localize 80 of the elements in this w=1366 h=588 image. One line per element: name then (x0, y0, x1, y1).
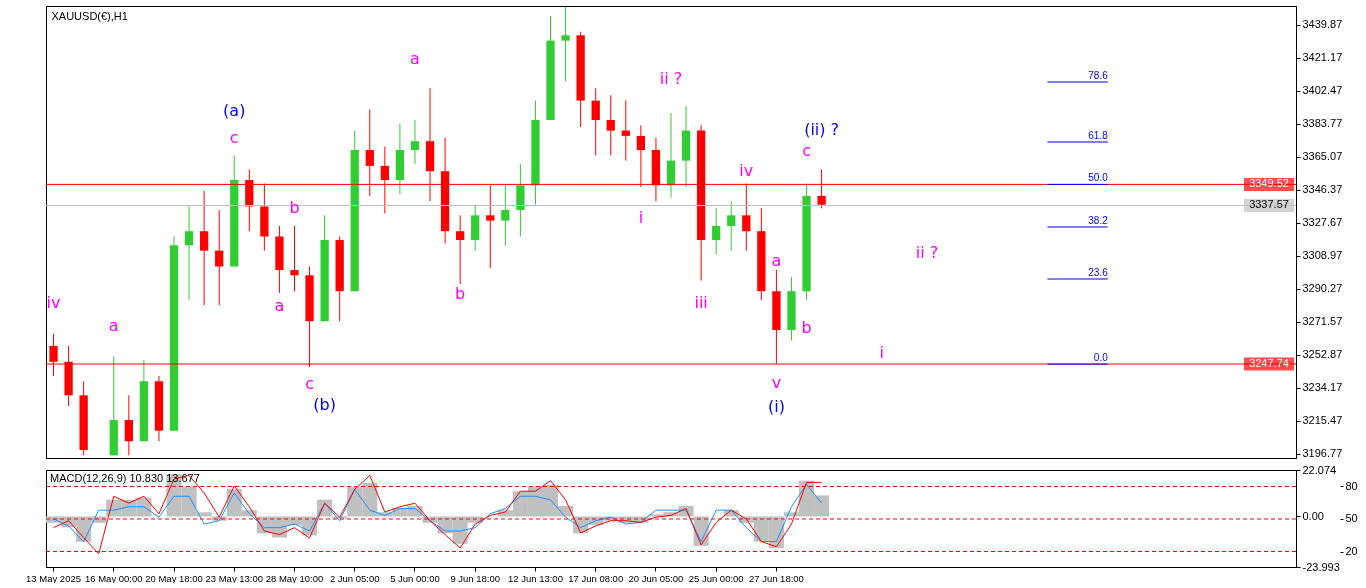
annotation: a (274, 296, 285, 315)
annotation: (b) (313, 395, 336, 414)
x-tick-label: 9 Jun 18:00 (450, 572, 501, 584)
x-tick-label: 20 Jun 05:00 (628, 572, 684, 584)
annotation: 78.6 (1088, 70, 1109, 81)
y-tick-label: 3439.87 (1302, 18, 1343, 31)
line-series (53, 483, 823, 543)
annotation: a (410, 49, 420, 68)
ref-line-label: 3247.74 (1249, 357, 1289, 370)
candlestick (215, 209, 224, 306)
x-tick-label: 25 Jun 00:00 (688, 572, 744, 584)
annotation: iv (46, 293, 61, 312)
annotation: 0.0 (1093, 352, 1109, 364)
annotation: c (305, 374, 314, 393)
annotation: c (802, 141, 811, 160)
annotation: (a) (223, 101, 246, 120)
y-tick-label: -23.993 (1302, 560, 1340, 573)
y-tick-label: 3383.77 (1302, 117, 1343, 130)
x-tick-label: 12 Jun 13:00 (507, 572, 563, 584)
annotation: (ii) ? (804, 120, 840, 139)
y-tick-label: 3234.17 (1302, 381, 1343, 394)
x-tick-label: 20 May 18:00 (145, 572, 203, 584)
y2-tick-label: 80 (1345, 479, 1358, 492)
candlestick (727, 200, 736, 252)
candlestick (290, 225, 299, 292)
annotation: 61.8 (1088, 130, 1109, 141)
annotation: a (108, 316, 119, 335)
y-tick-label: 22.074 (1302, 463, 1337, 476)
x-tick-label: 16 May 00:00 (84, 572, 143, 584)
chart-title: XAUUSD(€),H1 (51, 10, 128, 22)
annotation: c (229, 128, 239, 147)
candlestick (561, 6, 570, 82)
x-tick-label: 23 May 13:00 (205, 572, 264, 584)
candlestick (621, 100, 630, 162)
annotation: (i) (767, 397, 785, 416)
annotation: 38.2 (1088, 215, 1109, 226)
candlestick (501, 184, 510, 246)
ref-line-label: 3349.52 (1249, 177, 1289, 190)
annotation: i (638, 208, 644, 227)
annotation: i (879, 343, 885, 362)
x-tick-label: 27 Jun 18:00 (748, 572, 804, 584)
y-tick-label: 3252.87 (1302, 348, 1343, 361)
candlestick (606, 94, 615, 156)
candlestick (124, 394, 133, 456)
annotation: ii ? (659, 69, 683, 88)
annotation: a (771, 251, 782, 270)
y-tick-label: 0.00 (1302, 509, 1324, 522)
y2-tick-label: 50 (1345, 512, 1358, 525)
y-tick-label: 3290.27 (1302, 282, 1343, 295)
x-tick-label: 2 Jun 05:00 (329, 572, 380, 584)
candlestick (456, 214, 465, 285)
ref-line-label: 3337.57 (1249, 198, 1289, 211)
y-tick-label: 3327.67 (1302, 216, 1343, 229)
candlestick (410, 119, 420, 165)
y-tick-label: 3346.37 (1302, 183, 1343, 196)
x-tick-label: 28 May 10:00 (265, 572, 324, 584)
annotation: ii ? (915, 243, 939, 262)
candlestick (712, 207, 721, 255)
candlestick (184, 206, 194, 301)
y-tick-label: 3421.17 (1302, 51, 1343, 64)
y2-tick-label: 20 (1345, 545, 1358, 557)
annotation: v (771, 373, 782, 392)
x-tick-label: 5 Jun 00:00 (390, 572, 440, 584)
annotation: 50.0 (1088, 172, 1109, 184)
y-tick-label: 3271.57 (1302, 315, 1343, 328)
annotation: iii (694, 293, 708, 312)
x-tick-label: 17 Jun 08:00 (568, 572, 624, 584)
annotation: b (455, 284, 466, 303)
x-tick-label: 13 May 2025 (26, 572, 81, 584)
y-tick-label: 3402.47 (1302, 84, 1343, 97)
annotation: b (289, 198, 300, 217)
candlestick (199, 190, 209, 306)
annotation: 23.6 (1088, 267, 1109, 278)
y-tick-label: 3365.07 (1302, 150, 1343, 163)
y-tick-label: 3215.47 (1302, 414, 1343, 427)
candlestick (591, 87, 600, 156)
annotation: iv (739, 161, 754, 180)
annotation: b (801, 318, 812, 337)
y-tick-label: 3196.77 (1302, 447, 1343, 460)
y-tick-label: 3308.97 (1302, 249, 1343, 262)
